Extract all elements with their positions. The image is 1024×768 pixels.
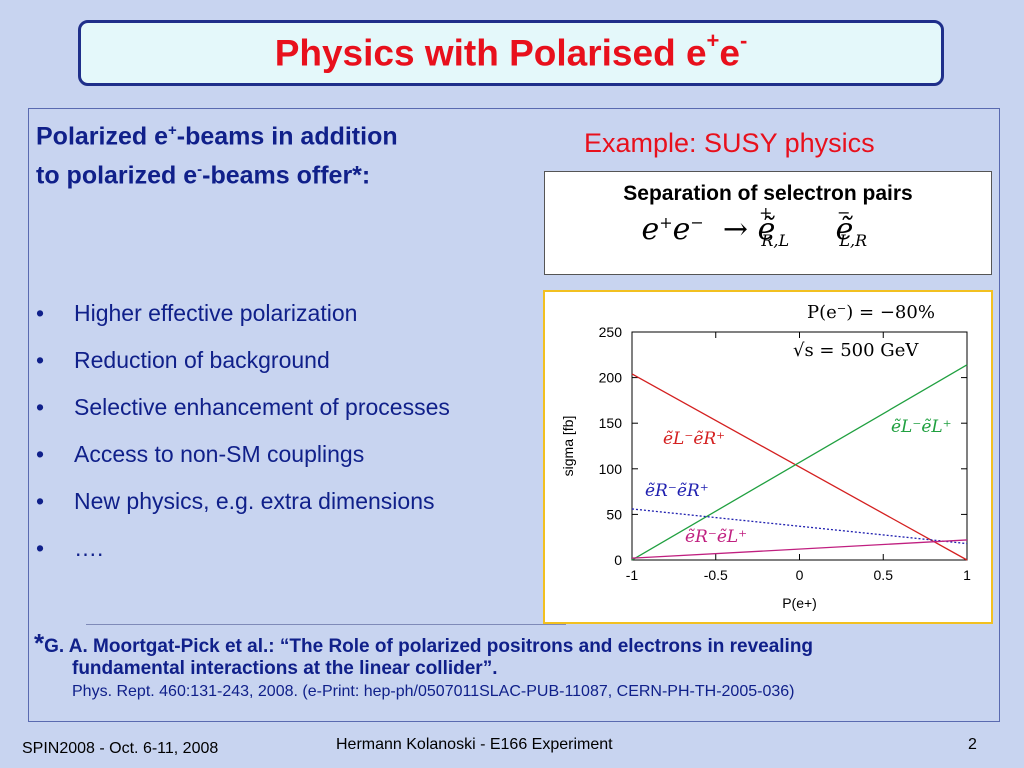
formula-box: Separation of selectron pairs e+e− → ẽR,…	[544, 171, 992, 275]
footer-conference: SPIN2008 - Oct. 6-11, 2008	[22, 740, 219, 757]
reference-authors: G. A. Moortgat-Pick et al.: “The Role of…	[44, 636, 814, 657]
x-tick-label: 0	[796, 567, 804, 583]
bullet-item: New physics, e.g. extra dimensions	[36, 484, 450, 531]
x-tick-label: -1	[626, 567, 639, 583]
x-tick-label: -0.5	[704, 567, 728, 583]
reference-title-cont: fundamental interactions at the linear c…	[72, 658, 498, 679]
chart-svg: 0 50 100 150 200 250 -1 -0.5 0 0.5 1 P(e+) sigma [fb…	[560, 302, 971, 611]
formula-title: Separation of selectron pairs	[623, 182, 913, 205]
bullet-list: Higher effective polarization Reduction …	[36, 296, 450, 578]
footer-author: Hermann Kolanoski - E166 Experiment	[336, 736, 613, 753]
series-line	[631, 373, 968, 561]
series-label: ẽL⁻ẽR⁺	[663, 429, 725, 449]
y-tick-label: 150	[599, 415, 623, 431]
selectron-formula: e+e− → ẽR,L+ ẽL,R−	[641, 203, 868, 250]
cross-section-chart: 0 50 100 150 200 250 -1 -0.5 0 0.5 1 P(e+) sigma [fb…	[543, 290, 993, 624]
title-box: Physics with Polarised e+e-	[78, 20, 944, 86]
y-tick-label: 250	[599, 324, 623, 340]
reference-star: *	[34, 628, 45, 658]
page-number: 2	[968, 736, 977, 753]
footnote-separator	[86, 624, 566, 625]
energy-annotation: √s = 500 GeV	[793, 340, 919, 361]
reference: *G. A. Moortgat-Pick et al.: “The Role o…	[34, 630, 994, 704]
bullet-item: Reduction of background	[36, 343, 450, 390]
example-label: Example: SUSY physics	[584, 128, 875, 158]
y-tick-label: 200	[599, 370, 623, 386]
reference-journal: Phys. Rept. 460:131-243, 2008. (e-Print:…	[72, 683, 795, 700]
polarization-annotation: P(e⁻) = −80%	[807, 302, 935, 323]
y-tick-label: 50	[606, 506, 622, 522]
y-tick-label: 0	[614, 552, 622, 568]
y-axis-label: sigma [fb]	[560, 416, 576, 477]
bullet-item: Selective enhancement of processes	[36, 390, 450, 437]
content-frame	[28, 108, 1000, 722]
section-heading: Polarized e+-beams in addition to polari…	[36, 122, 398, 190]
series-line	[631, 364, 968, 561]
slide-title: Physics with Polarised e+e-	[274, 27, 748, 74]
x-tick-label: 1	[963, 567, 971, 583]
series-label: ẽR⁻ẽR⁺	[645, 481, 709, 501]
series-line	[631, 539, 968, 559]
series-label: ẽR⁻ẽL⁺	[685, 527, 747, 547]
bullet-item: ….	[36, 531, 450, 578]
x-axis-label: P(e+)	[782, 595, 817, 611]
bullet-item: Higher effective polarization	[36, 296, 450, 343]
bullet-item: Access to non-SM couplings	[36, 437, 450, 484]
series-label: ẽL⁻ẽL⁺	[891, 417, 952, 437]
series-line	[631, 508, 968, 545]
x-tick-label: 0.5	[874, 567, 894, 583]
y-tick-label: 100	[599, 461, 623, 477]
